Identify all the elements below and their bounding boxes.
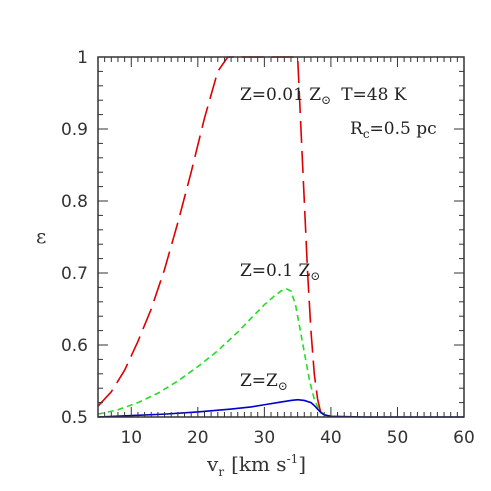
annotation-core-radius: Rc=0.5 pc (350, 119, 437, 141)
y-tick-label: 0.9 (61, 120, 88, 140)
y-tick-label: 1 (77, 48, 88, 68)
y-tick-label: 0.6 (61, 336, 88, 356)
annotation-z-0.1: Z=0.1 Z⊙ (240, 261, 320, 283)
y-tick-label: 0.7 (61, 264, 88, 284)
series-line-2 (97, 287, 325, 416)
series-line-1 (97, 56, 322, 414)
x-tick-label: 20 (187, 428, 209, 448)
x-tick-label: 10 (120, 428, 142, 448)
y-tick-label: 0.5 (61, 408, 88, 428)
x-tick-label: 40 (320, 428, 342, 448)
plot-frame (97, 56, 465, 418)
y-axis-label: ε (36, 224, 46, 248)
ticks-layer (97, 56, 465, 418)
annotation-z-solar: Z=Z⊙ (240, 371, 288, 393)
x-tick-label: 60 (453, 428, 475, 448)
annotation-top-line: Z=0.01 Z⊙ T=48 K (240, 85, 407, 107)
series-line-3 (97, 398, 464, 418)
x-axis-label: vr [km s-1] (206, 452, 306, 479)
curves-layer (97, 56, 464, 418)
tick-labels-layer: 10 20 30 40 50 60 0.5 0.6 0.7 0.8 0.9 1 (61, 48, 475, 448)
y-tick-label: 0.8 (61, 192, 88, 212)
x-tick-label: 50 (387, 428, 409, 448)
x-tick-label: 30 (254, 428, 276, 448)
